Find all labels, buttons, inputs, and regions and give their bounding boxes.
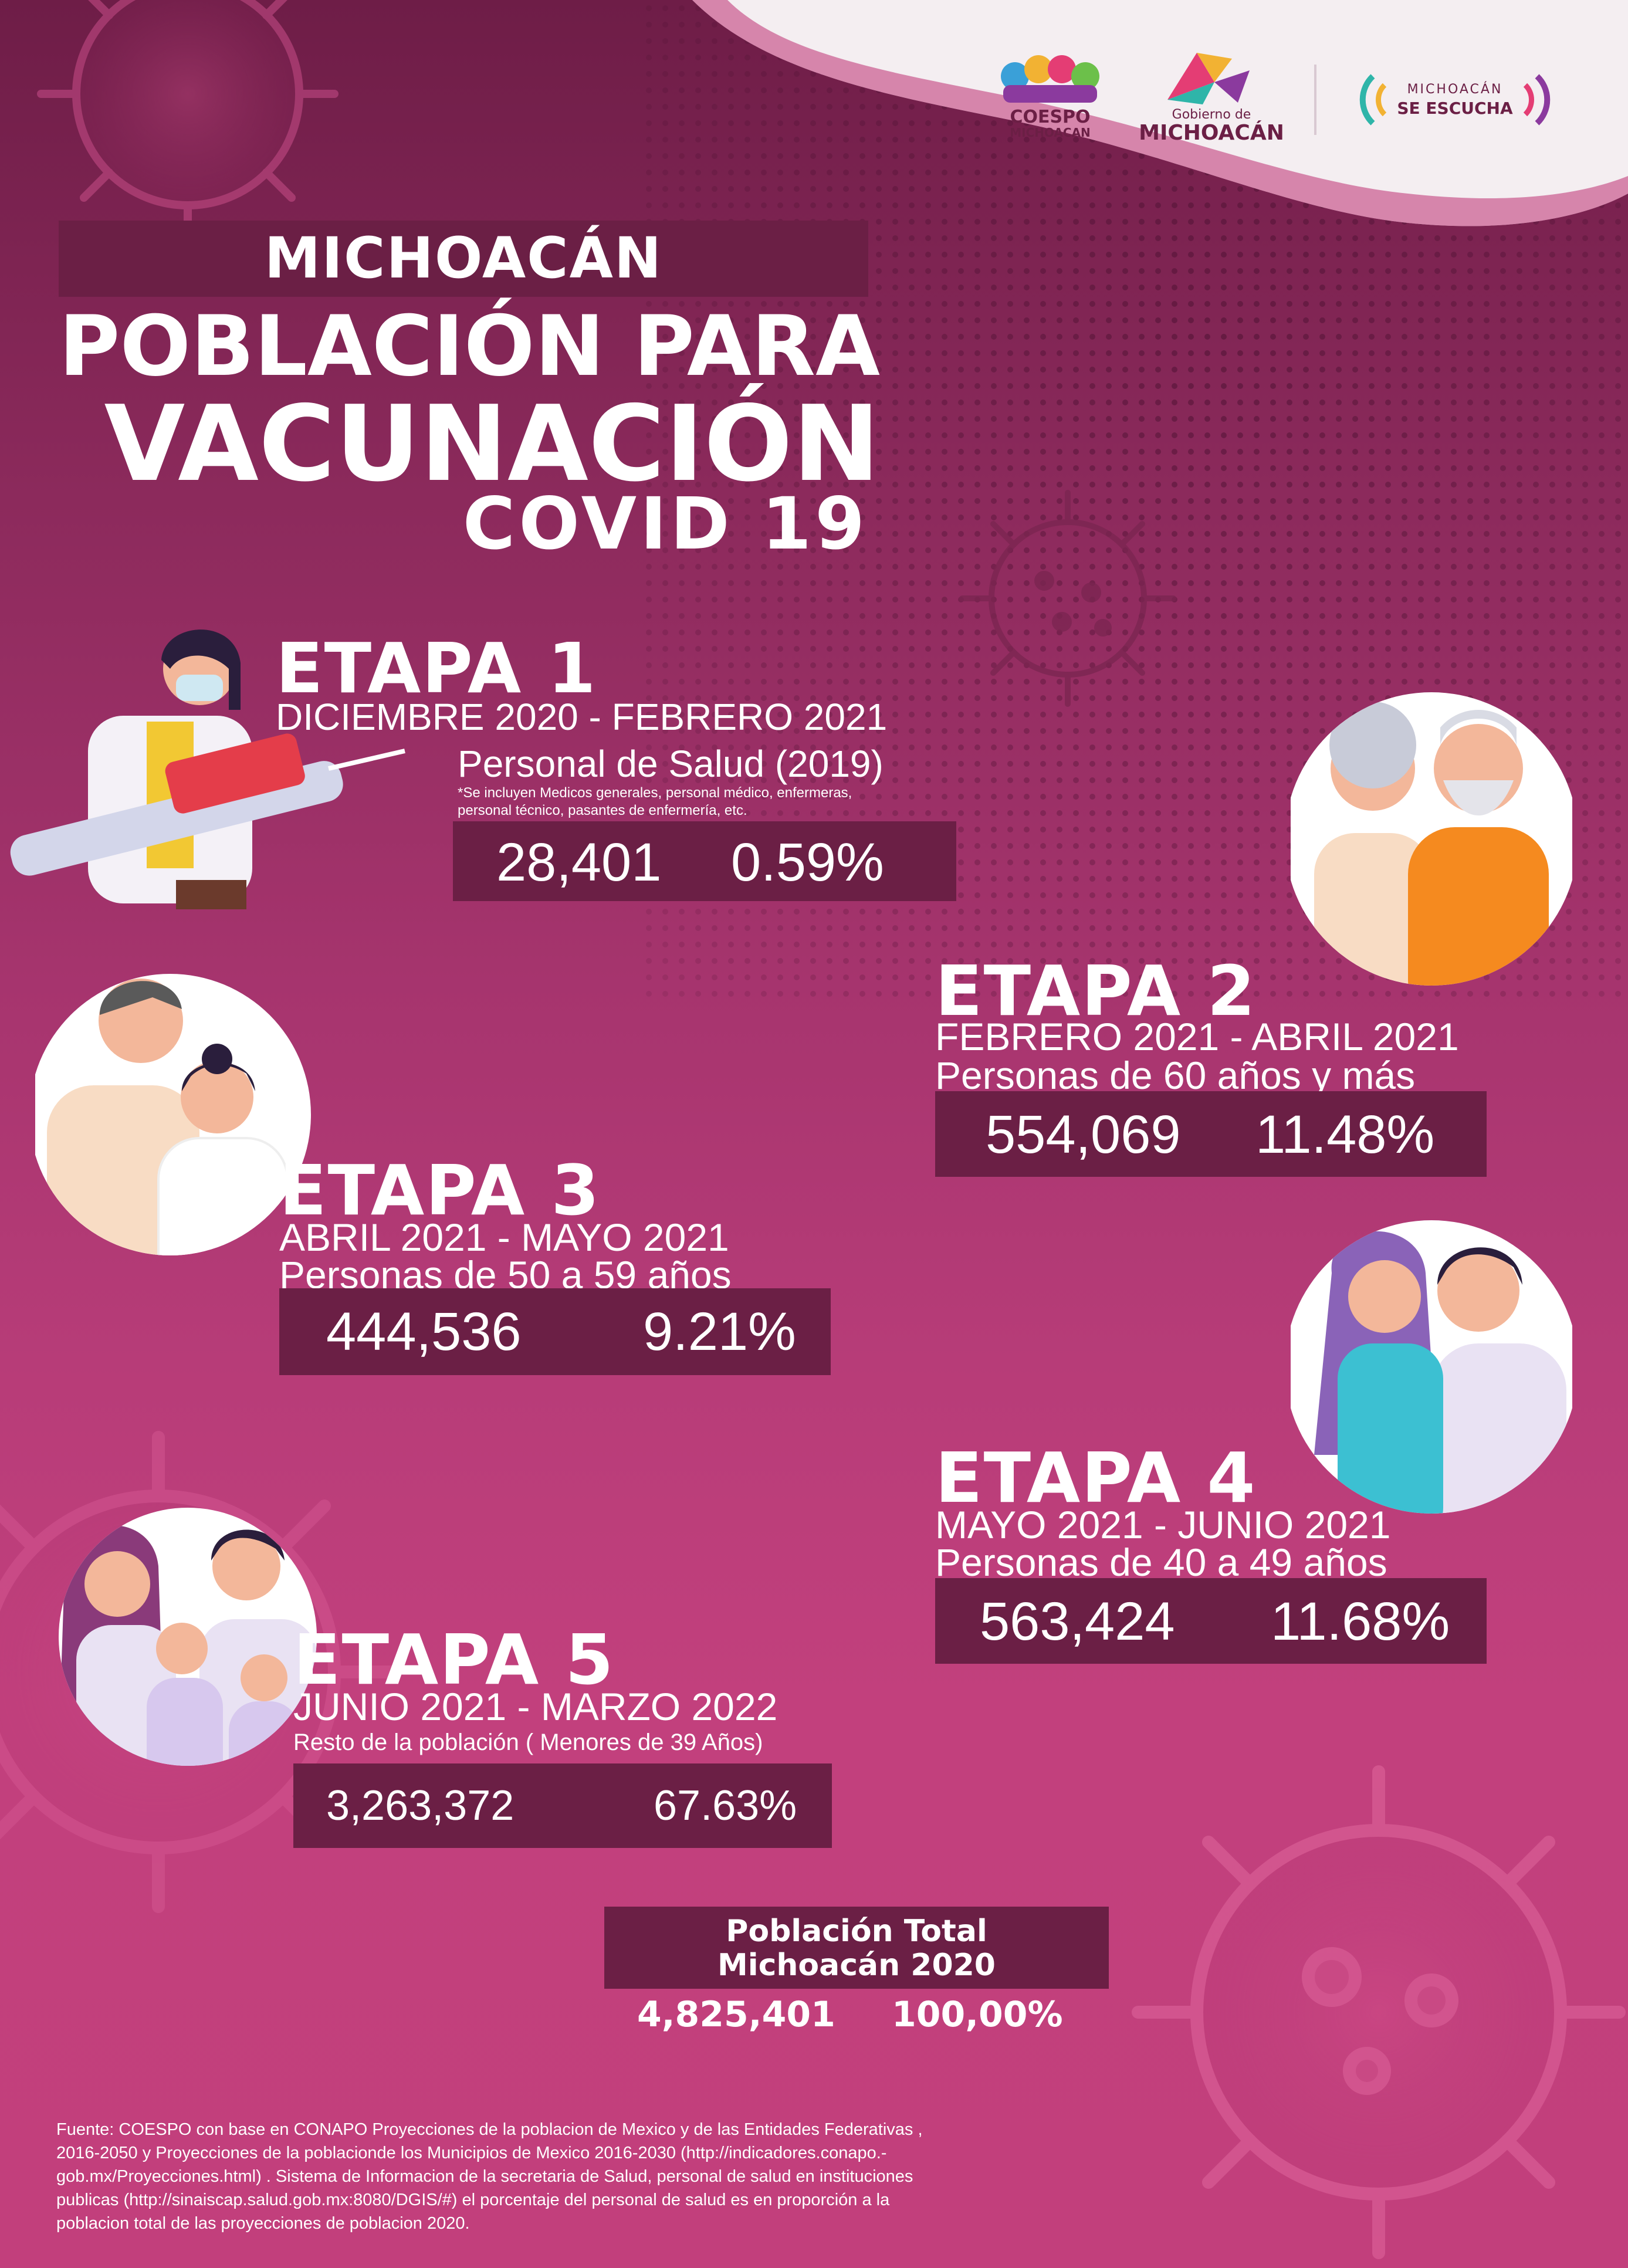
stage-3-value-band — [279, 1288, 831, 1375]
stage-2-value-band — [935, 1091, 1487, 1177]
total-count: 4,825,401 — [637, 1994, 835, 2035]
stage-5-dates: JUNIO 2021 - MARZO 2022 — [293, 1685, 778, 1728]
total-percent: 100,00% — [892, 1994, 1063, 2035]
coespo-name: COESPO — [1010, 107, 1091, 127]
gobierno-logo: Gobierno de MICHOACÁN — [1132, 47, 1291, 153]
stage-5-percent: 67.63% — [654, 1782, 797, 1829]
page-title-line3: COVID 19 — [462, 482, 868, 566]
stage-3-dates: ABRIL 2021 - MAYO 2021 — [279, 1216, 729, 1259]
stage-4-count: 563,424 — [980, 1592, 1175, 1651]
stage-2-group: Personas de 60 años y más — [935, 1054, 1416, 1097]
stage-1-note-line2: personal técnico, pasantes de enfermería… — [458, 803, 747, 818]
source-note: Fuente: COESPO con base en CONAPO Proyec… — [56, 2118, 1171, 2235]
health-worker-illustration — [10, 629, 405, 909]
middle-age-couple-illustration — [35, 974, 311, 1255]
total-label-band — [604, 1907, 1109, 1989]
virus-icon — [37, 0, 339, 245]
stage-2-title: ETAPA 2 — [935, 950, 1257, 1031]
stage-4-percent: 11.68% — [1271, 1592, 1450, 1651]
stage-1-title: ETAPA 1 — [276, 628, 597, 709]
stage-3-count: 444,536 — [326, 1302, 522, 1362]
virus-icon — [1132, 1765, 1626, 2259]
page-title-line2: VACUNACIÓN — [104, 383, 880, 505]
stage-2-count: 554,069 — [986, 1105, 1181, 1165]
stage-2-percent: 11.48% — [1255, 1105, 1435, 1165]
gobierno-name: MICHOACÁN — [1139, 121, 1284, 145]
elderly-couple-illustration — [1291, 692, 1572, 986]
stage-5-count: 3,263,372 — [326, 1782, 515, 1829]
stage-4-dates: MAYO 2021 - JUNIO 2021 — [935, 1503, 1391, 1546]
stage-1-percent: 0.59% — [731, 832, 884, 892]
source-line-1: Fuente: COESPO con base en CONAPO Proyec… — [56, 2120, 923, 2139]
kicker-band — [59, 221, 868, 297]
total-label-line1: Población Total — [726, 1914, 987, 1949]
family-illustration — [59, 1508, 317, 1766]
young-couple-illustration — [1291, 1220, 1572, 1514]
total-label-line2: Michoacán 2020 — [717, 1948, 996, 1983]
stage-5-value-band — [293, 1763, 832, 1848]
escucha-line2: SE ESCUCHA — [1397, 99, 1513, 118]
stage-5-title: ETAPA 5 — [293, 1619, 615, 1700]
stage-1-value-band — [453, 821, 956, 901]
source-line-3: gob.mx/Proyecciones.html) . Sistema de I… — [56, 2167, 913, 2186]
stage-5-group: Resto de la población ( Menores de 39 Añ… — [293, 1729, 763, 1755]
stage-1-note-line1: *Se incluyen Medicos generales, personal… — [458, 785, 852, 801]
stage-1-dates: DICIEMBRE 2020 - FEBRERO 2021 — [276, 696, 888, 738]
stage-1-count: 28,401 — [496, 832, 662, 892]
stage-4-value-band — [935, 1578, 1487, 1664]
virus-icon — [959, 490, 1176, 707]
michoacan-se-escucha-logo: MICHOACÁN SE ESCUCHA — [1349, 65, 1561, 135]
gobierno-label: Gobierno de — [1172, 107, 1251, 122]
stage-1-group: Personal de Salud (2019) — [458, 743, 884, 785]
stage-4-group: Personas de 40 a 49 años — [935, 1541, 1387, 1584]
kicker: MICHOACÁN — [264, 225, 663, 291]
stage-4-title: ETAPA 4 — [935, 1437, 1257, 1518]
stage-2-dates: FEBRERO 2021 - ABRIL 2021 — [935, 1015, 1459, 1058]
source-line-5: poblacion total de las proyecciones de p… — [56, 2214, 470, 2233]
source-line-2: 2016-2050 y Proyecciones de la poblacion… — [56, 2144, 887, 2162]
escucha-line1: MICHOACÁN — [1407, 82, 1503, 97]
coespo-subname: MICHOACAN — [1010, 126, 1091, 140]
page-title-line1: POBLACIÓN PARA — [59, 298, 880, 395]
stage-3-percent: 9.21% — [643, 1302, 796, 1362]
logo-divider — [1314, 65, 1316, 135]
stage-3-title: ETAPA 3 — [279, 1150, 601, 1231]
source-line-4: publicas (http://sinaiscap.salud.gob.mx:… — [56, 2191, 890, 2209]
stage-3-group: Personas de 50 a 59 años — [279, 1253, 732, 1297]
coespo-logo: COESPO MICHOACAN — [991, 53, 1109, 147]
